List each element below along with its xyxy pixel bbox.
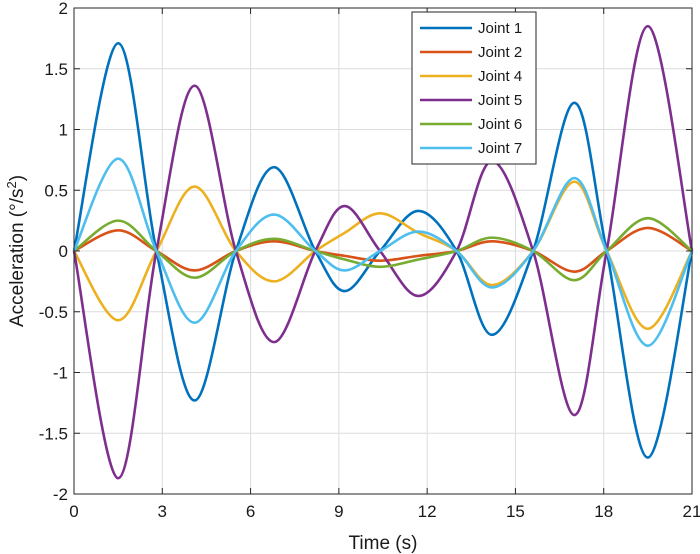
series-line-joint-6 — [73, 216, 693, 282]
x-tick-label: 3 — [158, 502, 167, 521]
y-tick-label: -2 — [53, 485, 68, 504]
legend-label-joint-4: Joint 4 — [478, 68, 522, 85]
legend-label-joint-7: Joint 7 — [478, 140, 522, 157]
y-tick-label: 0 — [59, 242, 68, 261]
x-axis-title: Time (s) — [349, 533, 418, 554]
legend-label-joint-2: Joint 2 — [478, 44, 522, 61]
y-axis-title-close: ) — [7, 175, 28, 181]
y-axis-title-main: Acceleration (°/s — [7, 189, 28, 328]
x-tick-label: 0 — [69, 502, 78, 521]
series-line-joint-2 — [73, 226, 693, 273]
x-tick-label: 6 — [246, 502, 255, 521]
y-tick-label: -0.5 — [39, 303, 68, 322]
legend-label-joint-6: Joint 6 — [478, 116, 522, 133]
axis-ticks: 0 3 6 9 12 15 18 21 2 1.5 1 0.5 0 -0.5 -1 -1.5 -2 — [39, 0, 700, 521]
y-tick-label: -1 — [53, 364, 68, 383]
y-tick-label: 1.5 — [44, 60, 68, 79]
y-tick-label: 1 — [59, 121, 68, 140]
legend-box — [411, 11, 537, 165]
legend: Joint 1 Joint 2 Joint 4 Joint 5 Joint 6 Joint… — [411, 11, 537, 165]
y-tick-label: -1.5 — [39, 424, 68, 443]
x-tick-label: 21 — [683, 502, 700, 521]
series-lines — [72, 24, 694, 480]
y-tick-label: 2 — [59, 0, 68, 18]
x-tick-label: 9 — [334, 502, 343, 521]
y-axis-title: Acceleration (°/s2) — [4, 175, 28, 327]
y-tick-label: 0.5 — [44, 181, 68, 200]
x-tick-label: 18 — [594, 502, 613, 521]
x-tick-label: 12 — [418, 502, 437, 521]
legend-label-joint-5: Joint 5 — [478, 92, 522, 109]
x-tick-label: 15 — [506, 502, 525, 521]
legend-label-joint-1: Joint 1 — [478, 20, 522, 37]
y-axis-title-superscript: 2 — [4, 181, 19, 188]
series-line-joint-7 — [72, 157, 694, 348]
